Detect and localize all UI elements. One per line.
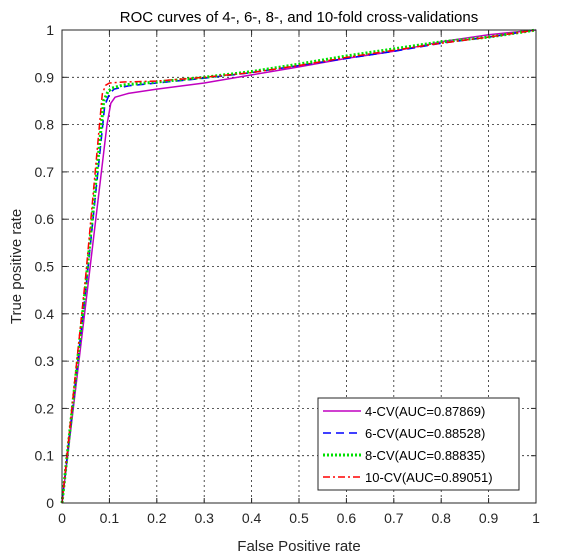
y-tick-label: 0.4 (35, 306, 55, 322)
x-tick-label: 0.1 (100, 510, 120, 526)
y-tick-label: 0 (46, 495, 54, 511)
y-tick-label: 0.9 (35, 69, 55, 85)
x-tick-label: 0.9 (479, 510, 499, 526)
x-tick-labels: 0 0.1 0.2 0.3 0.4 0.5 0.6 0.7 0.8 0.9 1 (58, 510, 540, 526)
y-tick-label: 0.3 (35, 353, 55, 369)
y-tick-label: 0.1 (35, 448, 55, 464)
chart-title: ROC curves of 4-, 6-, 8-, and 10-fold cr… (120, 9, 478, 26)
legend-items: 4-CV(AUC=0.87869) 6-CV(AUC=0.88528) 8-CV(A… (323, 404, 493, 485)
x-tick-label: 0.3 (194, 510, 214, 526)
x-tick-label: 0.2 (147, 510, 167, 526)
y-tick-label: 1 (46, 22, 54, 38)
series-layer (60, 28, 537, 504)
x-tick-label: 0 (58, 510, 66, 526)
legend-label-3: 8-CV(AUC=0.88835) (365, 448, 485, 463)
x-tick-label: 0.4 (242, 510, 262, 526)
x-tick-label: 0.7 (384, 510, 404, 526)
y-tick-label: 0.6 (35, 211, 55, 227)
y-tick-label: 0.7 (35, 164, 55, 180)
y-axis-title: True positive rate (8, 209, 25, 324)
legend-box (317, 397, 520, 491)
x-axis-title: False Positive rate (237, 538, 360, 555)
legend-label-1: 4-CV(AUC=0.87869) (365, 404, 485, 419)
y-tick-label: 0.2 (35, 400, 55, 416)
legend: 4-CV(AUC=0.87869) 6-CV(AUC=0.88528) 8-CV(A… (317, 397, 520, 491)
x-tick-label: 1 (532, 510, 540, 526)
x-tick-label: 0.8 (431, 510, 451, 526)
legend-label-2: 6-CV(AUC=0.88528) (365, 426, 485, 441)
tick-marks (61, 29, 537, 504)
y-tick-labels: 0 0.1 0.2 0.3 0.4 0.5 0.6 0.7 0.8 0.9 1 (35, 22, 55, 511)
y-tick-label: 0.8 (35, 117, 55, 133)
x-tick-label: 0.6 (337, 510, 357, 526)
y-tick-label: 0.5 (35, 259, 55, 275)
series-line-3 (60, 28, 537, 504)
x-tick-label: 0.5 (289, 510, 309, 526)
legend-label-4: 10-CV(AUC=0.89051) (365, 470, 493, 485)
